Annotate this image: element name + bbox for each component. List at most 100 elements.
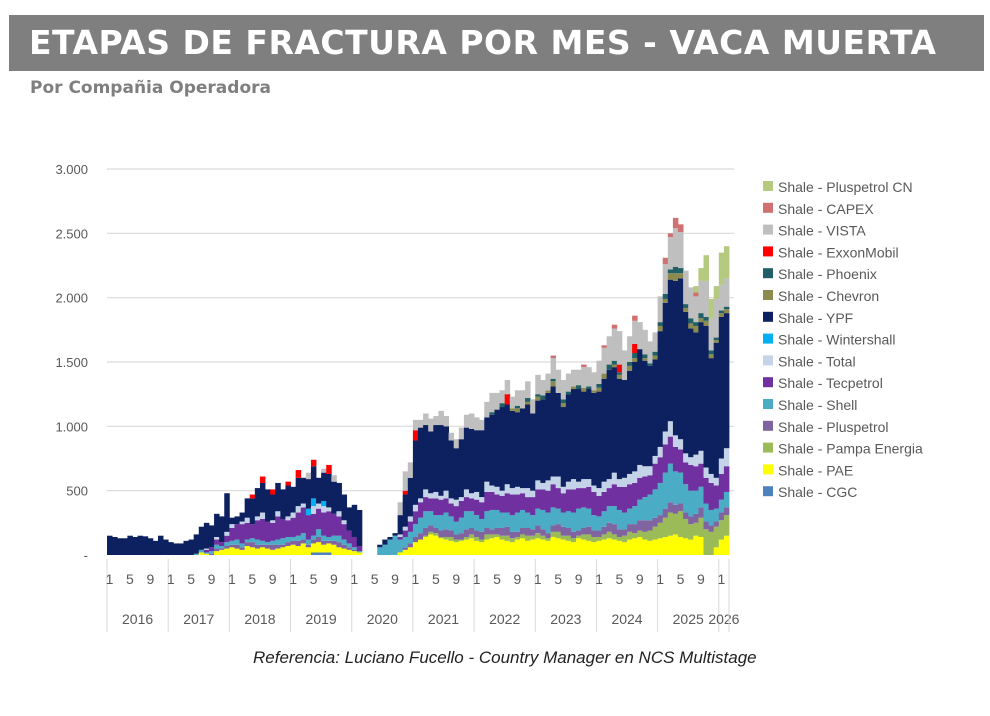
page-title: ETAPAS DE FRACTURA POR MES - VACA MUERTA	[29, 23, 937, 62]
bar-segment	[657, 538, 664, 555]
bar-segment	[713, 521, 720, 527]
legend-label: Shale - Pluspetrol	[778, 419, 889, 435]
bar-segment	[678, 449, 684, 473]
bar-segment	[453, 448, 460, 500]
bar-segment	[698, 318, 704, 323]
bar-segment	[688, 328, 694, 458]
bar-segment	[412, 419, 419, 431]
bar-segment	[576, 530, 582, 536]
bar-segment	[193, 553, 200, 555]
bar-segment	[336, 511, 342, 517]
bar-segment	[560, 526, 567, 536]
bar-segment	[463, 497, 470, 512]
bar-segment	[474, 430, 480, 492]
bar-segment	[438, 410, 444, 426]
bar-segment	[576, 481, 582, 489]
bar-segment	[596, 516, 602, 531]
bar-segment	[652, 332, 659, 352]
bar-segment	[479, 539, 485, 543]
bar-segment	[514, 512, 521, 532]
bar-segment	[229, 524, 235, 528]
bar-segment	[606, 369, 613, 480]
bar-segment	[494, 494, 500, 510]
bar-segment	[499, 403, 506, 408]
bar-segment	[234, 548, 240, 555]
bar-segment	[637, 536, 643, 555]
bar-segment	[703, 320, 710, 326]
bar-segment	[525, 404, 531, 489]
bar-segment	[341, 548, 348, 555]
bar-segment	[468, 538, 475, 555]
bar-segment	[642, 497, 648, 521]
bar-segment	[479, 430, 485, 498]
bar-segment	[423, 425, 429, 490]
bar-segment	[208, 553, 215, 555]
bar-segment	[270, 544, 276, 550]
y-tick-label: 2.000	[55, 291, 88, 306]
bar-segment	[163, 539, 169, 555]
month-tick-label: 1	[289, 571, 297, 587]
bar-segment	[346, 507, 353, 531]
bar-segment	[346, 530, 353, 544]
bar-segment	[346, 543, 353, 548]
bar-segment	[555, 369, 562, 393]
bar-segment	[698, 313, 704, 319]
bar-segment	[718, 458, 725, 474]
bar-segment	[667, 233, 674, 238]
month-tick-label: 5	[310, 571, 318, 587]
bar-segment	[672, 280, 679, 436]
bar-segment	[632, 343, 638, 353]
bar-segment	[581, 367, 587, 388]
bar-segment	[693, 535, 699, 555]
bar-segment	[331, 475, 337, 482]
month-tick-label: 1	[350, 571, 358, 587]
bar-segment	[525, 497, 531, 513]
bar-segment	[708, 350, 715, 355]
bar-segment	[448, 530, 455, 537]
bar-segment	[504, 404, 511, 485]
bar-segment	[555, 488, 562, 509]
bar-segment	[468, 428, 475, 494]
bar-segment	[331, 544, 337, 555]
bar-segment	[570, 489, 577, 513]
bar-segment	[147, 538, 154, 555]
bar-segment	[418, 502, 424, 518]
bar-segment	[672, 471, 679, 505]
bar-segment	[591, 515, 597, 531]
bar-segment	[142, 536, 149, 555]
bar-segment	[259, 544, 266, 548]
bar-segment	[560, 486, 567, 494]
bar-segment	[621, 542, 628, 555]
bar-segment	[683, 270, 689, 305]
bar-segment	[428, 493, 434, 499]
bar-segment	[331, 540, 337, 545]
y-tick-label: 1.500	[55, 355, 88, 370]
bar-segment	[652, 355, 659, 360]
bar-segment	[611, 484, 618, 507]
bar-segment	[310, 535, 317, 540]
bar-segment	[453, 499, 460, 507]
bar-segment	[535, 394, 541, 397]
reference-footer: Referencia: Luciano Fucello - Country Ma…	[253, 648, 757, 668]
bar-segment	[723, 491, 730, 508]
bar-segment	[214, 513, 220, 537]
bar-segment	[280, 547, 286, 555]
bar-segment	[530, 535, 536, 540]
bar-segment	[718, 473, 725, 500]
bar-segment	[657, 515, 664, 523]
bar-segment	[570, 479, 577, 490]
bar-segment	[265, 548, 271, 555]
bar-segment	[198, 552, 205, 555]
bar-segment	[316, 536, 322, 543]
bar-segment	[453, 521, 460, 535]
bar-segment	[504, 380, 511, 395]
year-label: 2021	[428, 611, 459, 627]
bar-segment	[438, 499, 444, 516]
bar-segment	[463, 536, 470, 540]
bar-segment	[453, 542, 460, 555]
bar-segment	[693, 296, 699, 323]
bar-segment	[621, 477, 628, 487]
bar-segment	[591, 390, 597, 393]
bar-segment	[688, 539, 694, 555]
legend-swatch	[763, 399, 773, 409]
